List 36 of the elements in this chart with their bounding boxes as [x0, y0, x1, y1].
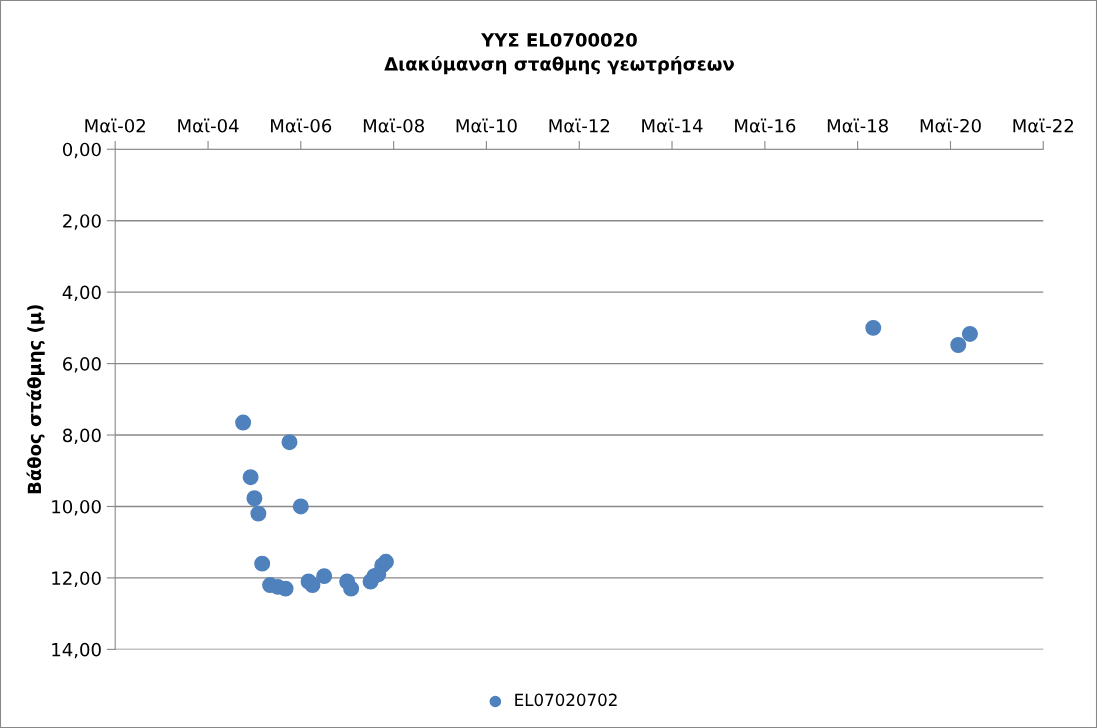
chart-title: ΥΥΣ EL0700020 Διακύμανση σταθμης γεωτρήσεων	[384, 33, 734, 75]
x-tick-label: Μαϊ-04	[178, 118, 239, 133]
x-tick-label: Μαϊ-20	[920, 118, 981, 133]
y-axis-title: Βάθος στάθμης (μ)	[26, 305, 45, 494]
y-tick-label: 4,00	[62, 285, 101, 302]
point	[242, 469, 259, 486]
y-tick-label: 2,00	[63, 214, 101, 230]
point	[961, 325, 978, 342]
y-tick-label: 10,00	[52, 499, 101, 516]
x-tick-label: Μαϊ-16	[735, 118, 796, 133]
point	[304, 577, 321, 594]
point	[316, 568, 333, 585]
x-tick-label: Μαϊ-18	[827, 118, 888, 133]
y-tick-label: 0,00	[62, 142, 101, 159]
x-tick-label: Μαϊ-02	[85, 118, 145, 133]
y-tick-label: 6,00	[63, 357, 101, 373]
x-tick-label: Μαϊ-10	[456, 118, 517, 133]
y-tick-label: 12,00	[52, 571, 101, 587]
point	[865, 319, 882, 336]
x-tick-label: Μαϊ-22	[1013, 118, 1073, 133]
point	[343, 580, 360, 597]
x-tick-label: Μαϊ-12	[549, 118, 610, 133]
x-tick-label: Μαϊ-06	[271, 118, 332, 133]
point	[254, 555, 271, 572]
point	[246, 490, 263, 507]
point	[250, 505, 267, 522]
y-tick-label: 14,00	[52, 642, 101, 659]
point	[377, 553, 394, 570]
x-tick-label: Μαϊ-14	[642, 118, 703, 133]
y-tick-label: 8,00	[63, 428, 101, 444]
point	[235, 414, 252, 431]
x-tick-label: Μαϊ-08	[363, 118, 424, 133]
point	[281, 434, 298, 451]
point	[292, 498, 309, 515]
legend-label: EL07020702	[515, 693, 617, 707]
point	[950, 337, 967, 353]
